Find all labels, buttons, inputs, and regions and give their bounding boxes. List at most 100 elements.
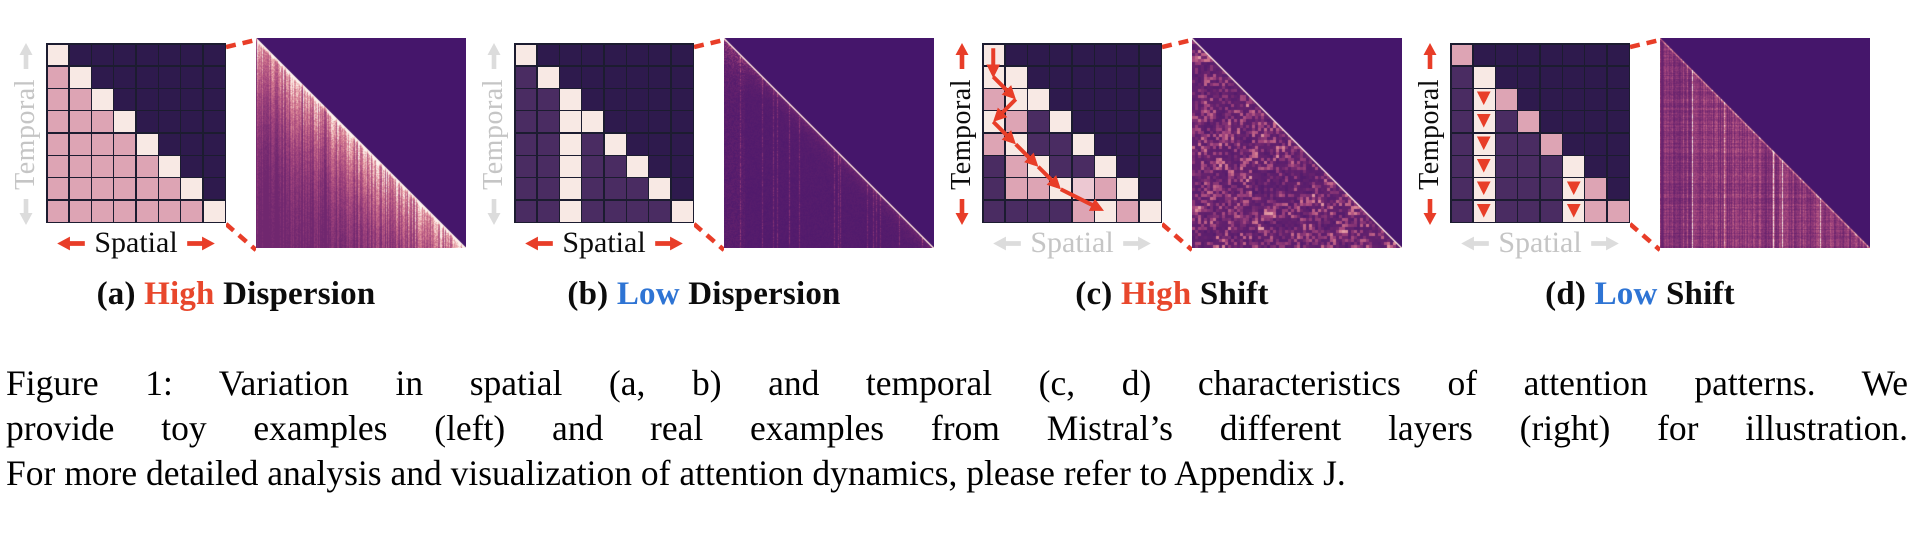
arrow-right-icon (186, 236, 215, 250)
toy-grid-cell (1496, 89, 1517, 110)
toy-grid-cell (649, 156, 671, 177)
caption-rest: Shift (1199, 276, 1269, 312)
toy-grid-cell (1050, 156, 1072, 177)
toy-grid-cell (1028, 178, 1049, 200)
spatial-axis-label: Spatial (982, 226, 1162, 260)
toy-grid-cell (1518, 200, 1540, 222)
toy-grid-cell (649, 178, 671, 200)
toy-grid-cell (47, 133, 69, 155)
temporal-axis-label: Temporal (6, 43, 46, 225)
toy-grid-cell (136, 89, 158, 110)
toy-grid-cell (537, 178, 559, 200)
toy-grid-cell (203, 44, 225, 66)
toy-grid-cell (1117, 156, 1139, 177)
toy-grid-cell (136, 178, 158, 200)
toy-attention-grid (982, 43, 1162, 223)
toy-grid-cell (1050, 89, 1072, 110)
toy-grid-cell (1072, 111, 1094, 133)
toy-grid-cell (649, 200, 671, 222)
toy-grid-cell (1518, 44, 1540, 66)
toy-grid-cell (1139, 66, 1161, 88)
toy-grid-cell (1518, 89, 1540, 110)
toy-grid-cell (203, 66, 225, 88)
panel-caption-d: (d) Low Shift (1410, 276, 1870, 313)
toy-grid-cell (1451, 66, 1473, 88)
spatial-label: Spatial (562, 226, 646, 259)
toy-grid-cell (627, 66, 648, 88)
spatial-axis-label: Spatial (46, 226, 226, 260)
toy-grid-cell (203, 111, 225, 133)
toy-grid-cell (1005, 111, 1027, 133)
toy-grid-cell (1451, 89, 1473, 110)
toy-grid-cell (983, 66, 1005, 88)
arrow-up-icon (19, 43, 33, 69)
toy-grid-cell (1563, 66, 1584, 88)
toy-grid-cell (537, 66, 559, 88)
toy-grid-cell (1496, 111, 1517, 133)
toy-grid-cell (1496, 178, 1517, 200)
toy-grid-cell (1607, 178, 1629, 200)
toy-grid-cell (1050, 200, 1072, 222)
toy-grid-cell (92, 156, 113, 177)
toy-example-a: Spatial (46, 43, 226, 260)
zoom-connector-dashes (1630, 38, 1660, 252)
toy-grid-cell (136, 156, 158, 177)
toy-grid-cell (92, 89, 113, 110)
toy-grid-cell (1028, 44, 1049, 66)
toy-grid-cell (582, 178, 604, 200)
toy-grid-cell (159, 133, 180, 155)
toy-grid-cell (983, 200, 1005, 222)
toy-grid-cell (560, 66, 581, 88)
toy-grid-cell (1473, 200, 1495, 222)
panel-a-content: Temporal Spatial (6, 38, 466, 260)
toy-grid-cell (1028, 66, 1049, 88)
toy-grid-cell (582, 111, 604, 133)
arrow-down-icon (1423, 198, 1437, 225)
toy-grid-cell (181, 133, 203, 155)
toy-grid-cell (136, 200, 158, 222)
caption-rest: Dispersion (223, 276, 376, 312)
toy-grid-cell (560, 178, 581, 200)
toy-grid-cell (181, 200, 203, 222)
toy-grid-cell (582, 44, 604, 66)
toy-grid-cell (1585, 89, 1607, 110)
panel-letter: (b) (567, 276, 609, 312)
figure-caption-line-3: For more detailed analysis and visualiza… (6, 453, 1346, 493)
toy-grid-cell (649, 44, 671, 66)
toy-grid-cell (1028, 133, 1049, 155)
toy-grid-cell (537, 111, 559, 133)
spatial-label: Spatial (94, 226, 178, 259)
toy-grid-cell (1451, 178, 1473, 200)
toy-grid-cell (92, 44, 113, 66)
toy-grid-cell (983, 178, 1005, 200)
toy-grid-cell (604, 111, 626, 133)
toy-grid-cell (1072, 44, 1094, 66)
spatial-label: Spatial (1498, 226, 1582, 259)
toy-grid-cell (627, 111, 648, 133)
toy-grid-cell (983, 89, 1005, 110)
toy-grid-cell (1563, 111, 1584, 133)
figure-caption-line-1: Figure 1: Variation in spatial (a, b) an… (6, 363, 1908, 403)
arrow-up-icon (487, 43, 501, 69)
toy-grid-cell (604, 178, 626, 200)
toy-grid-cell (1607, 200, 1629, 222)
toy-grid-cell (1585, 44, 1607, 66)
panel-c: Temporal Spatial (c) High S (942, 38, 1402, 313)
toy-grid-cell (1005, 89, 1027, 110)
toy-grid-cell (1050, 178, 1072, 200)
toy-grid-cell (69, 178, 91, 200)
toy-grid-cell (604, 44, 626, 66)
toy-grid-cell (671, 111, 693, 133)
arrow-up-icon (955, 43, 969, 69)
toy-grid-cell (203, 200, 225, 222)
toy-grid-cell (537, 44, 559, 66)
toy-grid-cell (203, 133, 225, 155)
toy-grid-cell (1050, 44, 1072, 66)
toy-grid-cell (1585, 200, 1607, 222)
toy-grid-cell (1473, 111, 1495, 133)
toy-grid-cell (47, 66, 69, 88)
temporal-label: Temporal (478, 78, 509, 190)
toy-grid-cell (1563, 44, 1584, 66)
toy-grid-cell (1072, 133, 1094, 155)
toy-grid-cell (203, 156, 225, 177)
